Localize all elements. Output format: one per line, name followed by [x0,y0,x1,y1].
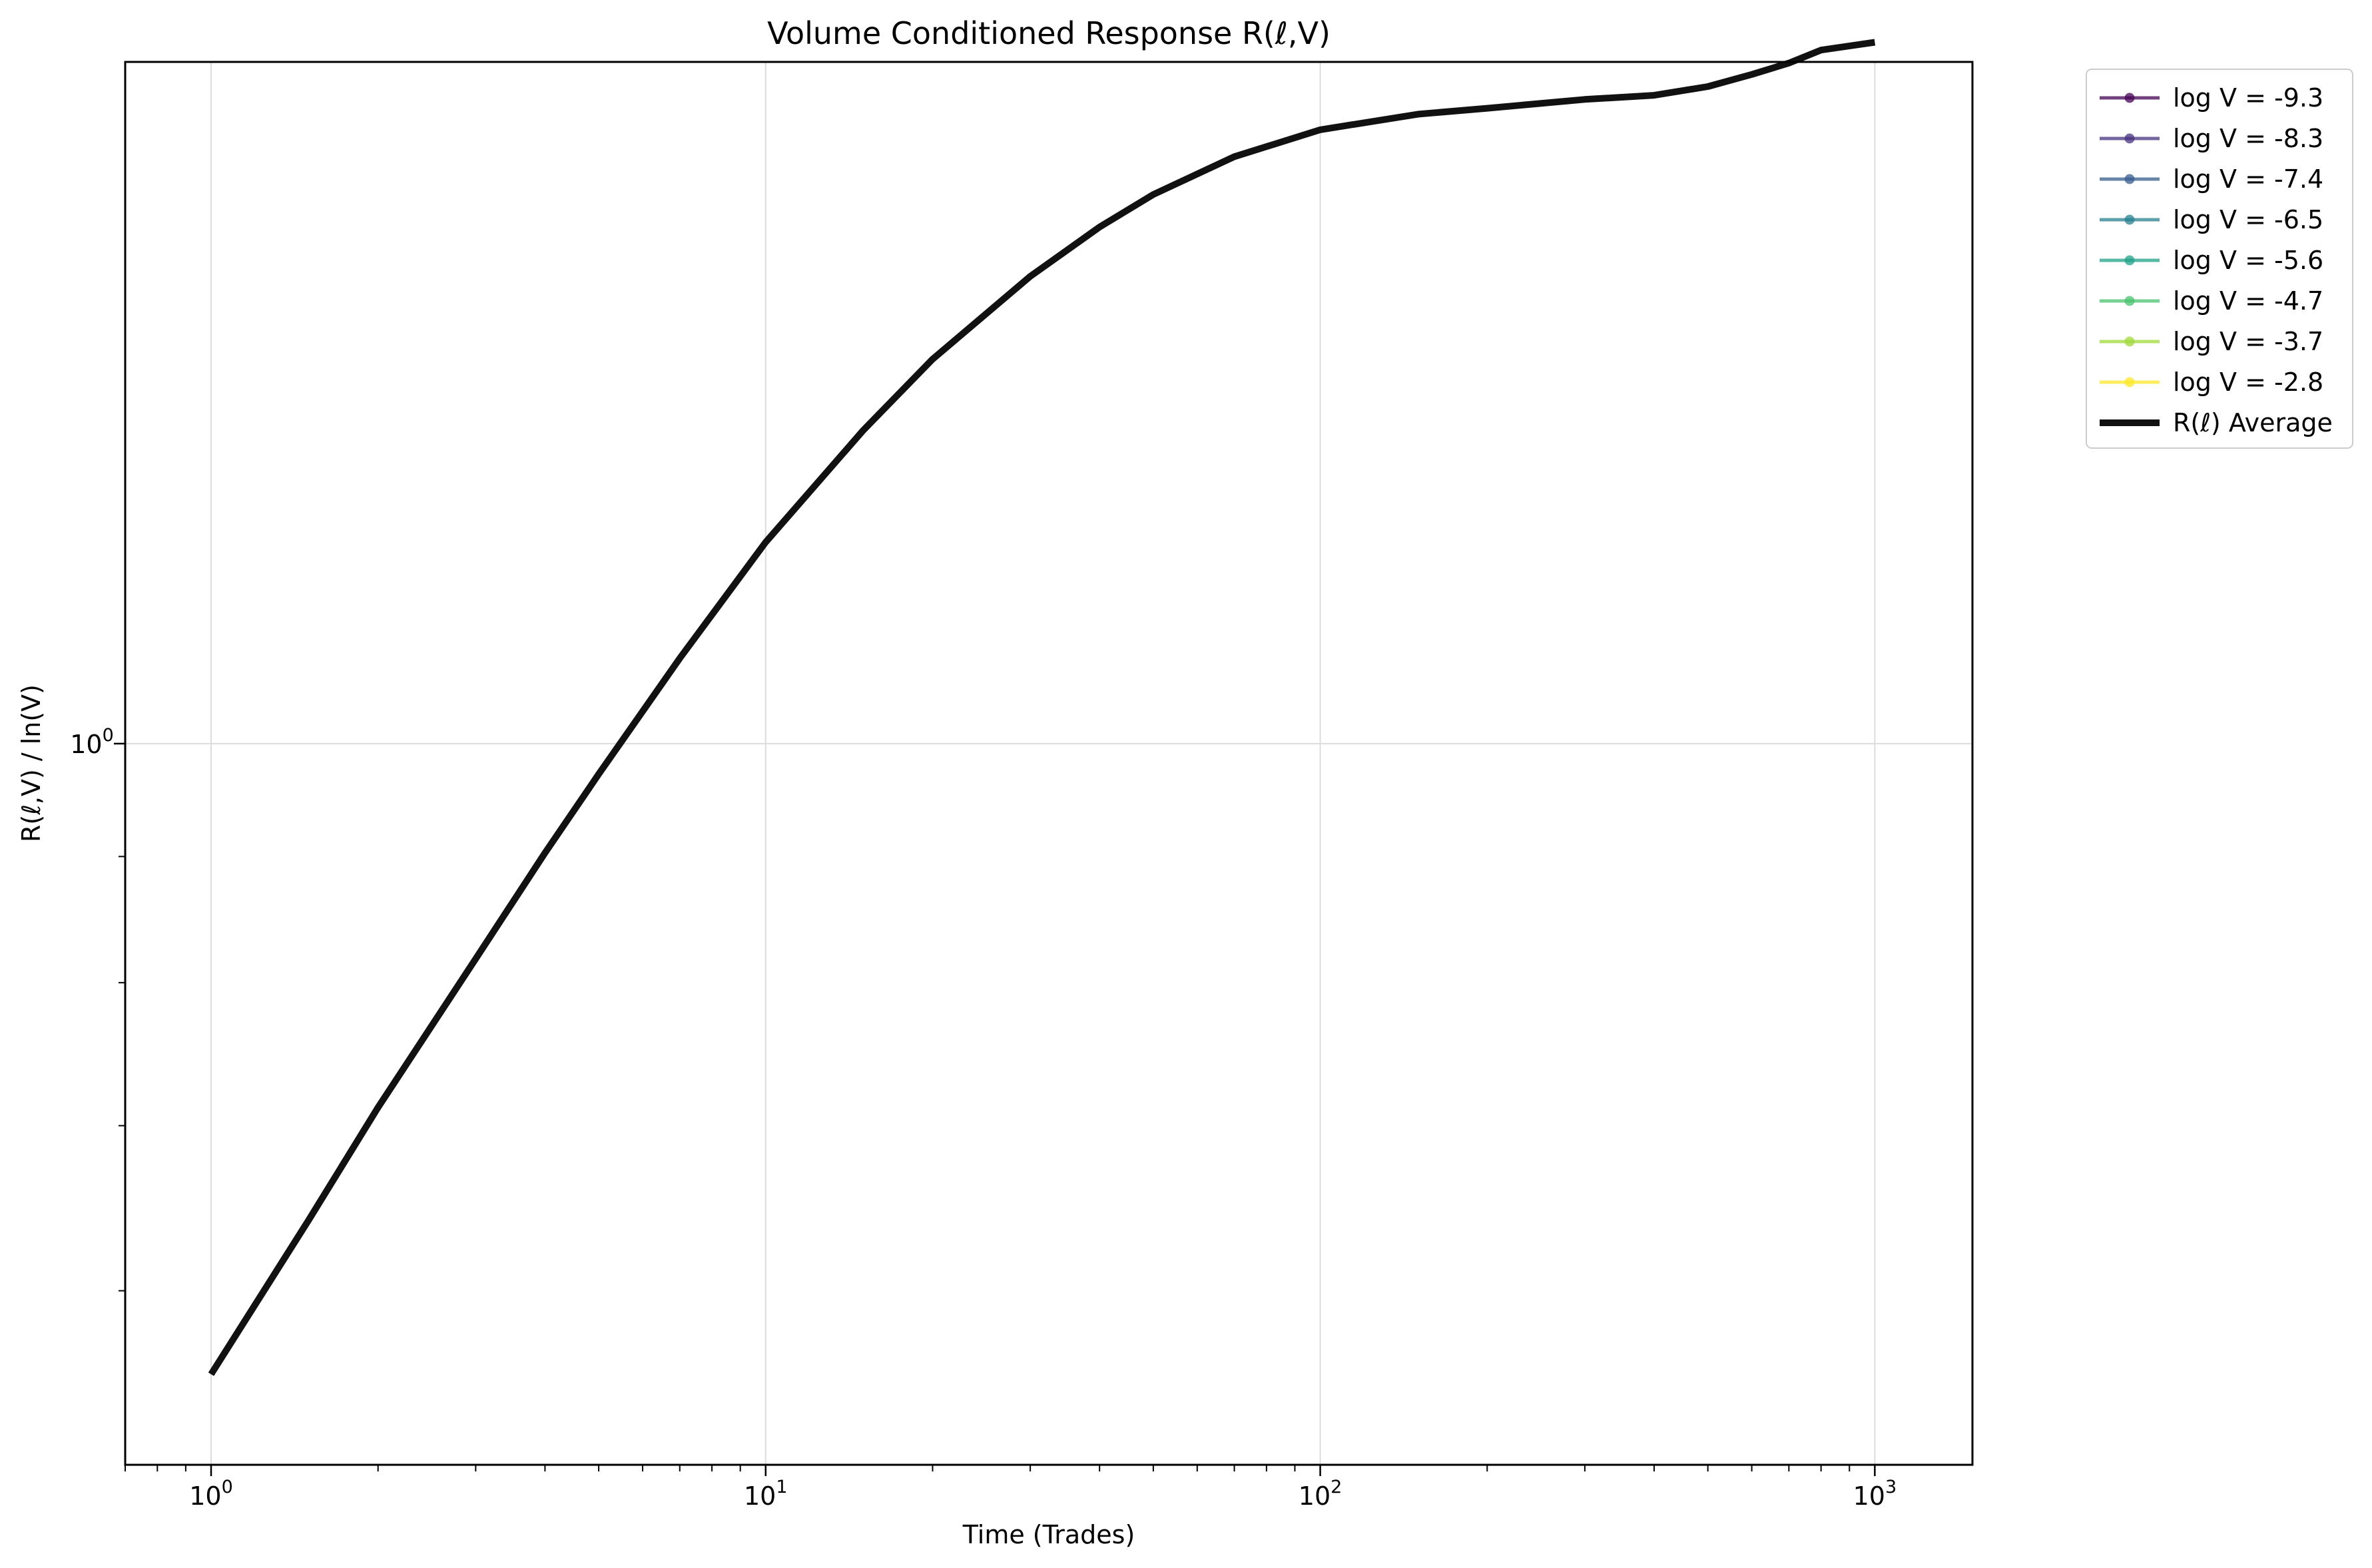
chart-title: Volume Conditioned Response R(ℓ,V) [767,15,1331,51]
legend-marker [2124,255,2135,266]
legend-marker [2124,214,2135,225]
x-tick-label: 100 [189,1477,233,1511]
x-axis-label: Time (Trades) [962,1520,1135,1549]
legend-marker [2124,133,2135,144]
legend-label: log V = -7.4 [2173,164,2323,194]
legend-label: log V = -6.5 [2173,205,2323,234]
series-line [208,39,1876,1376]
x-tick-label: 103 [1853,1477,1897,1511]
legend-label: log V = -4.7 [2173,286,2323,316]
ticks: 100 101 102 103 100 [70,725,1897,1511]
plot-frame [124,61,1974,1466]
legend-marker [2124,93,2135,103]
legend-label: R(ℓ) Average [2173,408,2333,437]
legend-box [2086,69,2353,449]
legend-marker [2124,296,2135,306]
y-axis-label: R(ℓ,V) / ln(V) [17,684,46,842]
x-tick-label: 101 [744,1477,788,1511]
legend-label: log V = -9.3 [2173,83,2323,113]
legend-label: log V = -8.3 [2173,124,2323,153]
legend-marker [2124,336,2135,347]
legend: log V = -9.3 log V = -8.3 log V = -7.4 log … [2086,69,2353,449]
x-tick-label: 102 [1299,1477,1342,1511]
legend-label: log V = -2.8 [2173,368,2323,397]
plot-lines [208,39,1876,1376]
y-tick-label: 100 [70,725,114,759]
grid [125,62,1972,1465]
legend-label: log V = -3.7 [2173,327,2323,356]
legend-marker [2124,377,2135,388]
legend-marker [2124,174,2135,184]
legend-label: log V = -5.6 [2173,246,2323,275]
